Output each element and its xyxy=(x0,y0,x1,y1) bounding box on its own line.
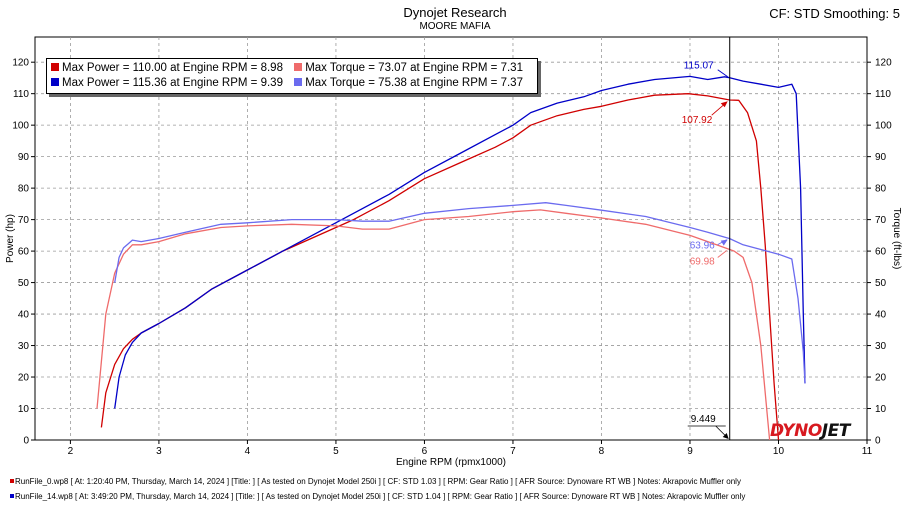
legend-label: Max Power = 110.00 at Engine RPM = 8.98 xyxy=(62,62,283,74)
y2-tick-label: 80 xyxy=(875,184,887,195)
legend-swatch xyxy=(51,78,59,86)
cursor-value-arrowhead xyxy=(720,101,728,108)
cursor-rpm-label: 9.449 xyxy=(691,414,716,425)
cursor-value-label: 115.07 xyxy=(684,61,714,72)
legend-label: Max Power = 115.36 at Engine RPM = 9.39 xyxy=(62,77,283,89)
series-line xyxy=(114,75,806,409)
y2-tick-label: 20 xyxy=(875,373,887,384)
legend-item-run2-torque: Max Torque = 75.38 at Engine RPM = 7.37 xyxy=(294,76,523,91)
legend-swatch xyxy=(294,78,303,86)
cursor-value-label: 107.92 xyxy=(682,115,713,126)
y-tick-label: 0 xyxy=(23,436,29,447)
y-tick-label: 60 xyxy=(18,247,30,258)
y2-tick-label: 50 xyxy=(875,278,887,289)
y-tick-label: 70 xyxy=(18,215,30,226)
y-tick-label: 40 xyxy=(18,310,30,321)
cursor-value-leader xyxy=(717,69,728,78)
y2-tick-label: 40 xyxy=(875,310,887,321)
y2-axis-label: Torque (ft-lbs) xyxy=(891,208,902,270)
x-tick-label: 10 xyxy=(773,446,785,457)
y2-tick-label: 70 xyxy=(875,215,887,226)
run-file-info-2: RunFile_14.wp8 [ At: 3:49:20 PM, Thursda… xyxy=(10,492,745,501)
cursor-value-arrowhead xyxy=(720,239,728,246)
legend-item-run1-torque: Max Torque = 73.07 at Engine RPM = 7.31 xyxy=(294,61,523,76)
y2-tick-label: 120 xyxy=(875,58,892,69)
legend-row-run2: Max Power = 115.36 at Engine RPM = 9.39 … xyxy=(51,76,531,91)
correction-factor-label: CF: STD Smoothing: 5 xyxy=(769,6,900,21)
legend-swatch xyxy=(294,63,303,71)
y-axis-label: Power (hp) xyxy=(5,214,16,263)
legend-swatch xyxy=(51,63,59,71)
legend-item-run2-power: Max Power = 115.36 at Engine RPM = 9.39 xyxy=(51,76,283,91)
y-tick-label: 110 xyxy=(13,89,29,100)
legend-label: Max Torque = 75.38 at Engine RPM = 7.37 xyxy=(305,77,523,89)
dynojet-logo: DYNOJET xyxy=(770,421,850,441)
cursor-value-label: 63.96 xyxy=(690,241,715,252)
y-tick-label: 20 xyxy=(18,373,30,384)
x-tick-label: 7 xyxy=(510,446,516,457)
y2-tick-label: 60 xyxy=(875,247,887,258)
y2-tick-label: 10 xyxy=(875,404,887,415)
y2-tick-label: 90 xyxy=(875,152,887,163)
legend-row-run1: Max Power = 110.00 at Engine RPM = 8.98 … xyxy=(51,61,531,76)
legend-item-run1-power: Max Power = 110.00 at Engine RPM = 8.98 xyxy=(51,61,283,76)
y-tick-label: 100 xyxy=(12,121,29,132)
chart-legend: Max Power = 110.00 at Engine RPM = 8.98 … xyxy=(46,58,538,94)
x-tick-label: 6 xyxy=(422,446,428,457)
y2-tick-label: 110 xyxy=(875,89,891,100)
x-tick-label: 9 xyxy=(687,446,693,457)
run-color-dot xyxy=(10,479,14,483)
run-color-dot xyxy=(10,494,14,498)
y-tick-label: 90 xyxy=(18,152,30,163)
x-tick-label: 11 xyxy=(862,446,873,457)
y2-tick-label: 30 xyxy=(875,341,887,352)
y-tick-label: 50 xyxy=(18,278,30,289)
run-file-info-1: RunFile_0.wp8 [ At: 1:20:40 PM, Thursday… xyxy=(10,477,741,486)
x-tick-label: 3 xyxy=(156,446,162,457)
y2-tick-label: 100 xyxy=(875,121,892,132)
chart-subtitle: MOORE MAFIA xyxy=(419,21,491,32)
y-tick-label: 120 xyxy=(12,58,29,69)
series-line xyxy=(96,209,771,441)
x-tick-label: 5 xyxy=(333,446,339,457)
x-tick-label: 4 xyxy=(245,446,251,457)
x-axis-label: Engine RPM (rpmx1000) xyxy=(396,457,506,468)
y-tick-label: 10 xyxy=(18,404,30,415)
y-tick-label: 80 xyxy=(18,184,30,195)
series-line xyxy=(114,202,806,384)
x-tick-label: 8 xyxy=(599,446,605,457)
legend-label: Max Torque = 73.07 at Engine RPM = 7.31 xyxy=(305,62,523,74)
cursor-value-leader xyxy=(717,250,727,258)
cursor-rpm-arrowhead xyxy=(722,433,729,439)
chart-title: Dynojet Research xyxy=(403,5,507,20)
x-tick-label: 2 xyxy=(68,446,74,457)
y-tick-label: 30 xyxy=(18,341,30,352)
cursor-value-label: 69.98 xyxy=(690,257,715,268)
y2-tick-label: 0 xyxy=(875,436,881,447)
